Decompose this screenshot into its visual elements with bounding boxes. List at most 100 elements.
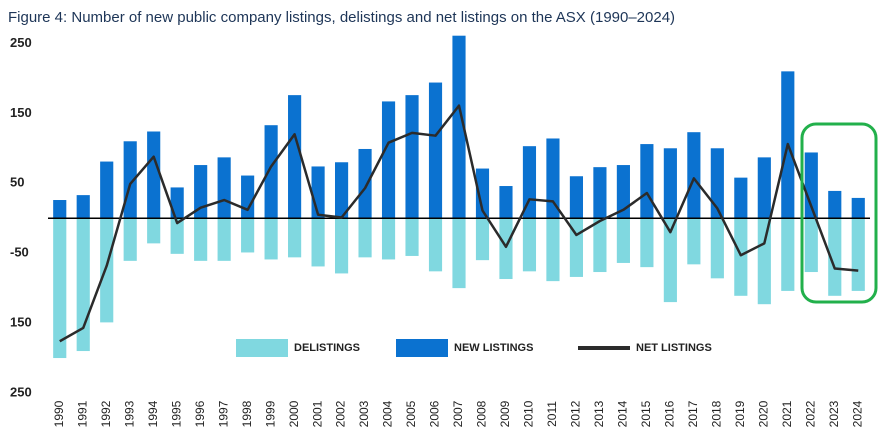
bar <box>781 218 795 291</box>
bar <box>757 218 771 305</box>
bar <box>428 82 443 219</box>
bar <box>452 35 466 219</box>
x-tick-label: 2007 <box>451 400 465 427</box>
bar <box>53 218 67 359</box>
bar <box>358 148 372 219</box>
x-tick-label: 1993 <box>122 400 136 427</box>
x-tick-label: 2021 <box>780 400 794 427</box>
y-tick-label: 150 <box>10 105 32 120</box>
bar <box>194 165 208 219</box>
bar <box>381 218 396 260</box>
bar <box>546 218 560 282</box>
bar <box>640 144 654 219</box>
x-tick-label: 2020 <box>756 400 770 427</box>
bar <box>334 218 349 274</box>
bar <box>687 218 701 265</box>
bar <box>217 218 231 261</box>
x-tick-label: 1990 <box>52 400 66 427</box>
legend-label: NET LISTINGS <box>636 342 712 354</box>
x-tick-label: 2017 <box>686 400 700 427</box>
bar <box>616 218 630 263</box>
y-tick-label: 150 <box>10 315 32 330</box>
bar <box>334 162 349 219</box>
x-tick-label: 2009 <box>498 400 512 427</box>
x-tick-label: 2003 <box>357 400 371 427</box>
bar <box>663 148 677 219</box>
x-tick-label: 2004 <box>381 400 395 427</box>
x-tick-label: 1995 <box>169 400 183 427</box>
bar <box>710 218 724 279</box>
x-tick-label: 2015 <box>639 400 653 427</box>
bar <box>194 218 208 261</box>
bar <box>53 200 67 219</box>
y-tick-label: -50 <box>10 245 29 260</box>
x-tick-label: 2024 <box>850 400 864 427</box>
bar <box>147 218 161 244</box>
bar <box>475 218 490 261</box>
bar <box>217 157 231 219</box>
legend-label: NEW LISTINGS <box>454 342 533 354</box>
bar <box>640 218 654 268</box>
legend-swatch <box>396 339 448 357</box>
line <box>59 104 859 343</box>
bar <box>828 218 842 296</box>
bar <box>828 190 842 219</box>
legend-label: DELISTINGS <box>294 342 360 354</box>
bar <box>264 125 278 219</box>
bar <box>147 131 161 219</box>
bar <box>405 218 419 256</box>
bar <box>170 218 184 254</box>
bar <box>569 176 584 219</box>
x-tick-label: 1994 <box>146 400 160 427</box>
x-tick-label: 2006 <box>428 400 442 427</box>
bar <box>687 132 701 219</box>
bar <box>616 165 630 219</box>
y-tick-label: 50 <box>10 175 24 190</box>
x-tick-label: 2011 <box>545 401 559 427</box>
bar <box>475 168 490 219</box>
x-tick-label: 1999 <box>263 400 277 427</box>
bar <box>851 197 865 219</box>
x-tick-label: 2013 <box>592 400 606 427</box>
bar <box>428 218 443 272</box>
bar <box>288 218 302 258</box>
x-tick-label: 2001 <box>310 400 324 427</box>
x-tick-label: 1996 <box>193 400 207 427</box>
x-tick-label: 2005 <box>404 400 418 427</box>
bar <box>734 218 748 296</box>
bar <box>522 218 537 272</box>
bar <box>264 218 278 260</box>
bar <box>593 167 607 219</box>
bar <box>757 157 771 219</box>
x-tick-label: 1997 <box>216 400 230 427</box>
bar <box>241 218 255 253</box>
legend-swatch <box>236 339 288 357</box>
bar <box>311 218 325 267</box>
x-tick-label: 2023 <box>827 400 841 427</box>
x-tick-label: 2016 <box>663 400 677 427</box>
bar <box>452 218 466 289</box>
bar <box>76 195 90 219</box>
bar <box>358 218 372 258</box>
highlight-box <box>800 122 878 304</box>
bar <box>710 148 724 219</box>
bar <box>546 138 560 219</box>
bar <box>663 218 677 303</box>
bar <box>123 218 137 261</box>
x-tick-label: 2018 <box>710 400 724 427</box>
x-tick-label: 2012 <box>569 400 583 427</box>
bar <box>100 161 114 219</box>
bar <box>804 218 818 273</box>
bar <box>288 95 302 219</box>
x-tick-label: 1992 <box>99 400 113 427</box>
bar <box>381 101 396 219</box>
bar <box>734 177 748 219</box>
x-tick-label: 2008 <box>475 400 489 427</box>
bar <box>851 218 865 291</box>
bar <box>499 186 513 219</box>
chart-title: Figure 4: Number of new public company l… <box>8 9 675 26</box>
x-tick-label: 2010 <box>522 400 536 427</box>
x-tick-label: 2019 <box>733 400 747 427</box>
